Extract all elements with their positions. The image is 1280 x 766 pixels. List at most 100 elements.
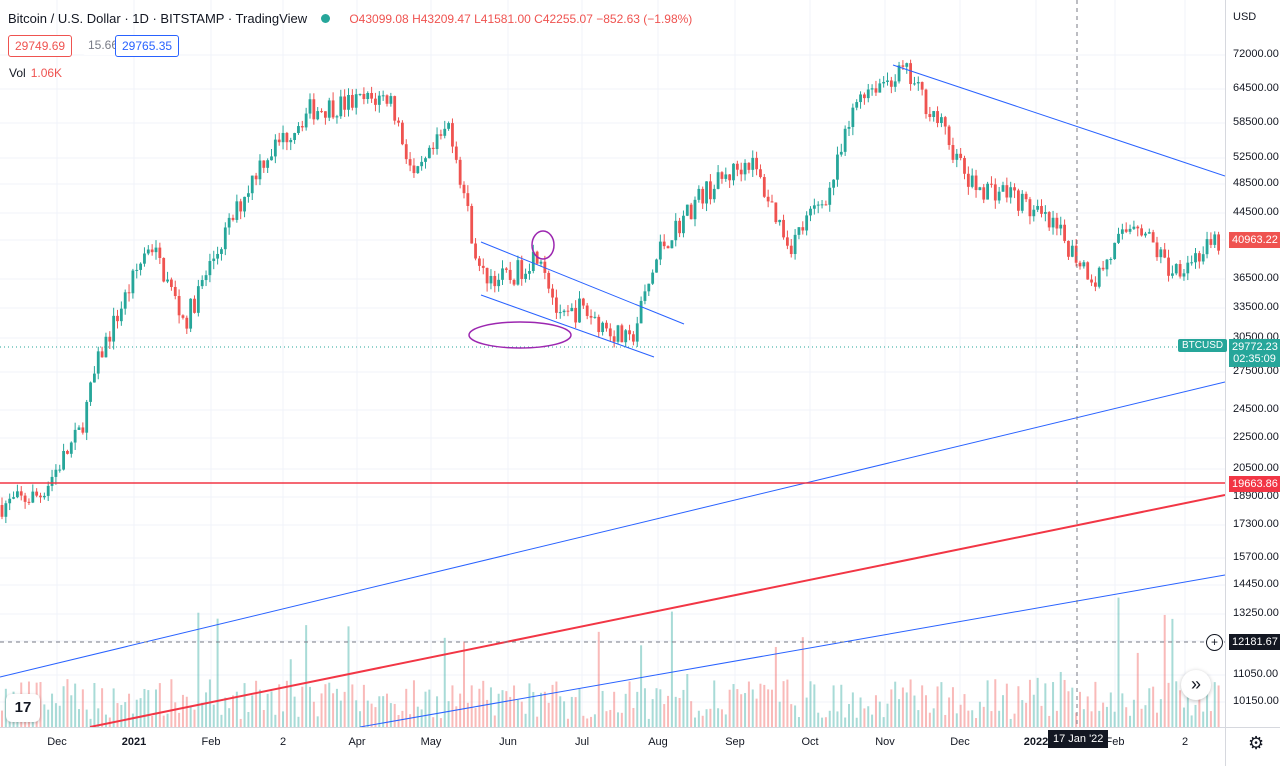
crosshair-price-tag: 12181.67 [1229, 634, 1280, 650]
candle-body [516, 260, 520, 285]
volume-bar [774, 646, 777, 727]
price-chart[interactable] [0, 0, 1225, 727]
volume-bar [574, 697, 577, 727]
candle-body [982, 187, 986, 200]
candle-body [755, 157, 758, 170]
volume-bar [347, 626, 350, 727]
volume-bar [536, 716, 539, 727]
volume-bar [667, 695, 670, 727]
candle-body [69, 442, 73, 454]
volume-bar [813, 684, 816, 727]
volume-bar [470, 685, 473, 727]
volume-bar [405, 688, 408, 727]
candle-body [762, 177, 766, 197]
volume-bar [901, 687, 904, 727]
candle-body [843, 128, 847, 152]
support-trendline [89, 494, 1225, 727]
volume-bar [898, 699, 901, 727]
volume-bar [293, 696, 296, 727]
volume-bar [871, 714, 874, 727]
market-status-icon [320, 14, 330, 23]
volume-bar [771, 689, 773, 727]
time-axis[interactable] [0, 727, 1225, 766]
candle-body [1047, 212, 1051, 228]
candle-body [266, 160, 270, 168]
price-tick-label: 58500.00 [1233, 116, 1279, 128]
currency-label[interactable]: USD [1233, 11, 1257, 23]
volume-bar [397, 715, 400, 727]
candle-body [1178, 264, 1182, 277]
candle-body [408, 159, 412, 166]
settings-gear-icon[interactable]: ⚙ [1248, 733, 1265, 753]
candle-body [39, 495, 42, 498]
volume-bar [1167, 682, 1170, 727]
volume-bar [963, 694, 966, 727]
candle-body [193, 298, 196, 313]
volume-bar [493, 715, 496, 727]
candle-body [358, 93, 362, 95]
candle-body [951, 145, 955, 160]
candle-body [85, 401, 89, 433]
volume-bar [790, 704, 793, 727]
volume-bar [609, 709, 612, 727]
volume-bar [447, 701, 450, 727]
tradingview-logo-icon[interactable]: 17 [6, 694, 40, 722]
volume-bar [1005, 683, 1008, 727]
candle-body [393, 96, 397, 121]
candle-body [936, 111, 939, 123]
volume-bar [720, 709, 723, 727]
candle-body [778, 219, 782, 223]
volume-bar [547, 702, 550, 727]
volume-bar [1048, 715, 1051, 727]
candle-body [181, 315, 185, 318]
volume-bar [335, 688, 338, 727]
volume-bar [982, 706, 985, 727]
lows-ellipse [468, 321, 572, 349]
candle-body [1024, 193, 1028, 200]
add-alert-icon[interactable]: + [1206, 634, 1223, 651]
time-tick-label: Dec [950, 736, 970, 748]
volume-bar [131, 713, 134, 727]
volume-bar [235, 691, 238, 727]
candle-body [1113, 242, 1117, 260]
candle-body [335, 116, 339, 118]
volume-bar [909, 679, 912, 727]
candle-body [628, 330, 631, 335]
candle-body [1028, 199, 1032, 217]
buy-price-button[interactable]: 29765.35 [115, 35, 180, 57]
candle-body [597, 316, 601, 333]
candle-body [632, 334, 635, 342]
sell-price-button[interactable]: 29749.69 [8, 35, 73, 57]
scroll-to-realtime-icon[interactable]: » [1181, 670, 1211, 700]
candle-body [709, 181, 712, 200]
candle-body [551, 288, 554, 298]
candle-body [239, 201, 243, 212]
symbol-title[interactable]: Bitcoin / U.S. Dollar · 1D · BITSTAMP · … [8, 11, 308, 26]
candle-body [254, 175, 258, 180]
volume-bar [382, 696, 385, 727]
volume-bar [555, 681, 558, 727]
candle-body [1101, 267, 1105, 270]
candle-body [1105, 259, 1109, 270]
candle-body [1144, 233, 1147, 236]
candle-body [678, 220, 681, 234]
volume-bar [247, 711, 250, 727]
candle-body [897, 65, 901, 82]
volume-bar [282, 711, 285, 727]
candle-body [185, 317, 189, 329]
candle-body [285, 132, 289, 143]
volume-bar [617, 712, 619, 727]
volume-bar [840, 684, 843, 727]
candle-body [4, 503, 8, 517]
volume-bar [990, 711, 993, 727]
chart-area[interactable] [0, 0, 1225, 727]
volume-bar [70, 695, 73, 727]
candle-body [1036, 205, 1040, 210]
volume-bar [670, 611, 673, 727]
price-tick-label: 27500.00 [1233, 365, 1279, 377]
volume-bar [224, 697, 227, 727]
candle-body [878, 83, 882, 93]
time-tick-label: May [420, 736, 442, 748]
volume-bar [1121, 693, 1124, 727]
candle-body [816, 204, 820, 206]
